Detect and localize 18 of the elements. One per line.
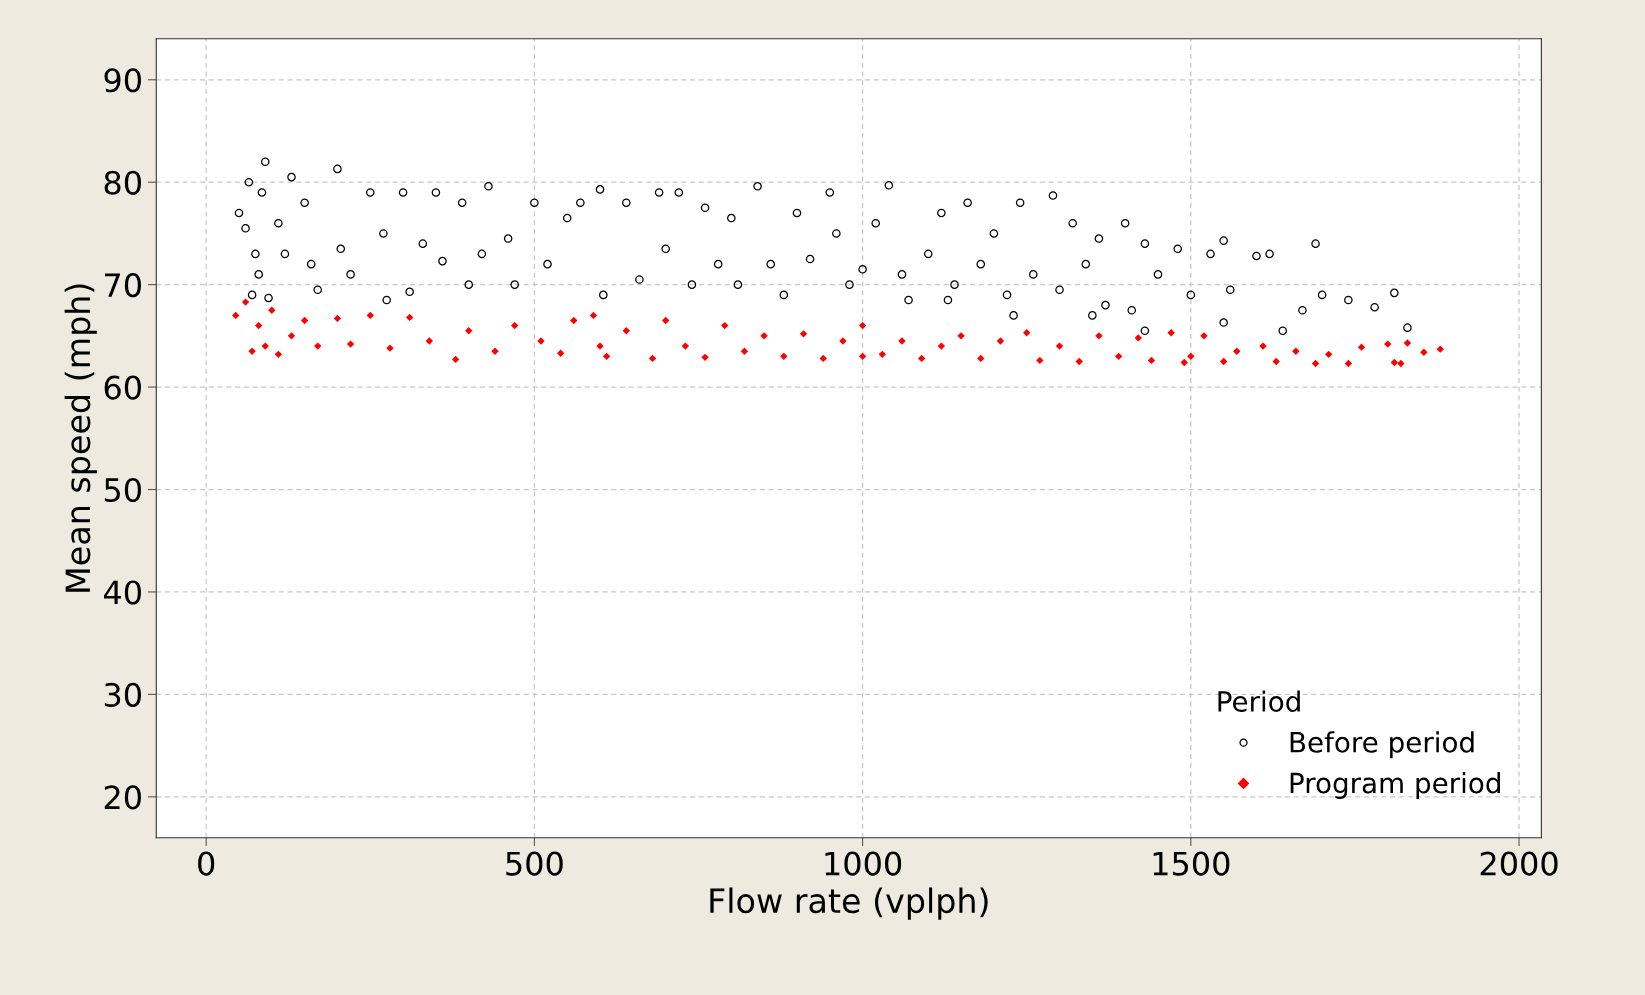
x-tick-label: 1000 bbox=[825, 851, 902, 876]
y-tick-label: 70 bbox=[105, 273, 141, 298]
x-tick-label: 1500 bbox=[1153, 851, 1230, 876]
x-tick-label: 2000 bbox=[1480, 851, 1558, 876]
y-tick-label: 30 bbox=[104, 682, 141, 707]
y-tick-label: 50 bbox=[104, 477, 141, 503]
legend-label: Before period bbox=[1290, 731, 1474, 759]
y-tick-label: 60 bbox=[104, 375, 141, 400]
y-tick-label: 20 bbox=[104, 785, 141, 810]
y-tick-label: 40 bbox=[103, 580, 141, 605]
x-axis-title: Flow rate (vplph) bbox=[710, 887, 988, 920]
y-tick-label: 90 bbox=[104, 68, 141, 93]
x-tick-label: 0 bbox=[198, 851, 215, 876]
legend-label: Program period bbox=[1290, 772, 1500, 799]
y-axis-title: Mean speed (mph) bbox=[64, 284, 97, 592]
x-tick-label: 500 bbox=[506, 851, 563, 876]
legend-title: Period bbox=[1218, 690, 1300, 712]
y-tick-label: 80 bbox=[104, 170, 141, 195]
